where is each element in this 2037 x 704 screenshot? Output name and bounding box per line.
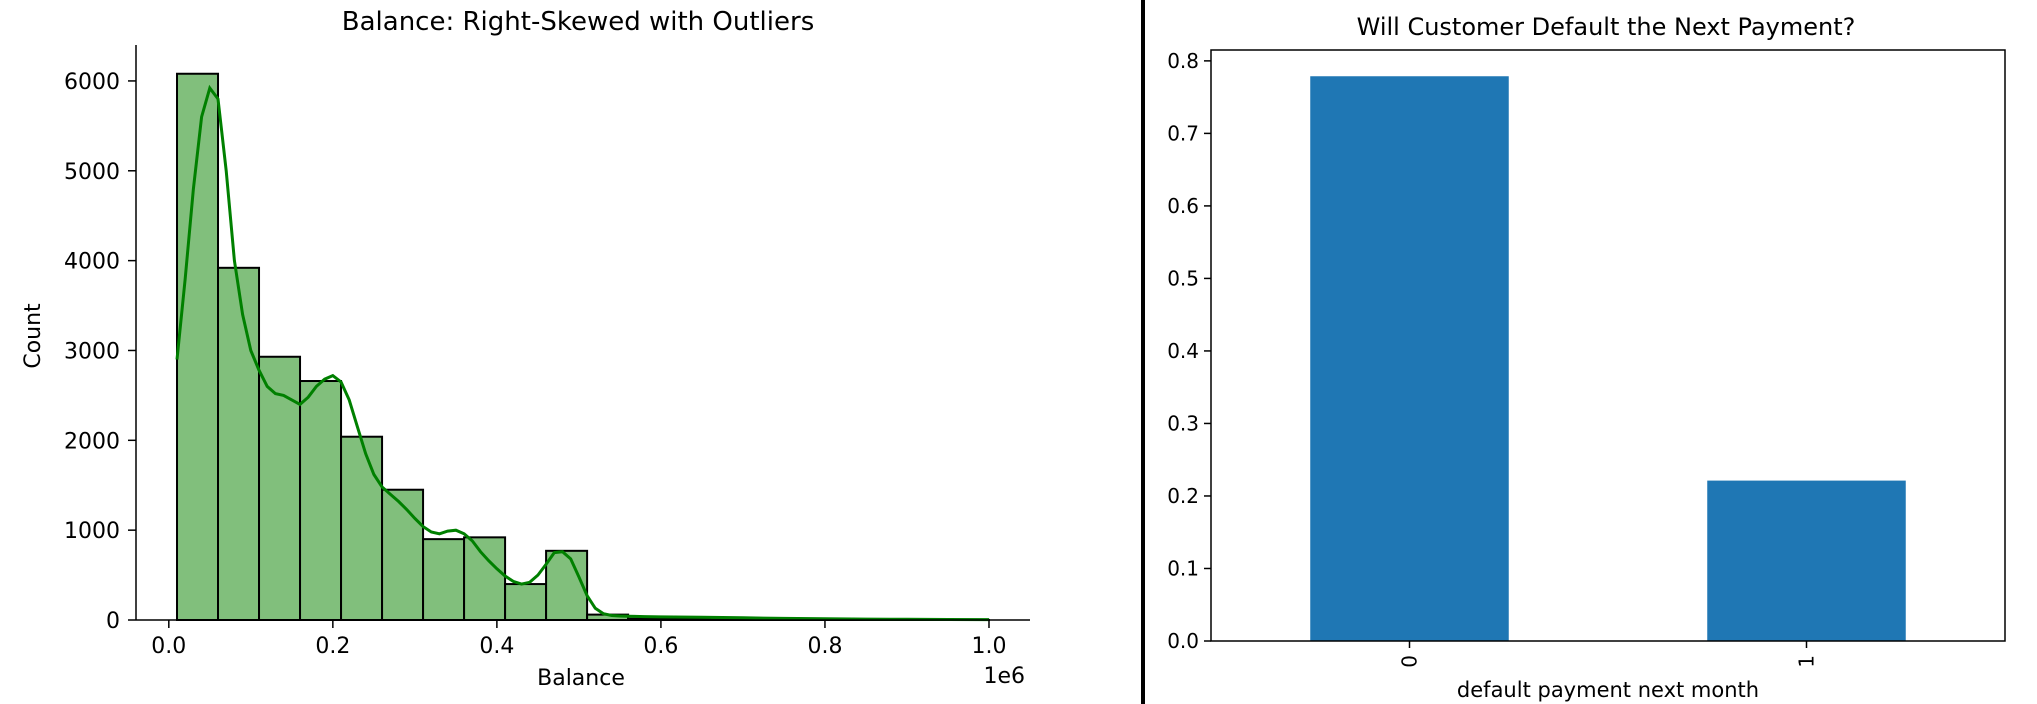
- histogram-bar-1: [217, 266, 261, 621]
- default-y-tick-label: 0.0: [1167, 629, 1199, 653]
- histogram-x-tick-label: 0.2: [315, 634, 350, 659]
- default-bar-1: [1707, 480, 1906, 641]
- default-x-axis-label: default payment next month: [1457, 678, 1759, 702]
- histogram-y-tick-label: 3000: [64, 339, 120, 364]
- histogram-x-tick-label: 0.8: [807, 634, 842, 659]
- histogram-bar-9: [545, 549, 589, 621]
- default-plot-frame: [1210, 49, 2006, 642]
- histogram-y-tick-label: 0: [106, 609, 120, 634]
- default-y-tick-label: 0.3: [1167, 411, 1199, 435]
- default-chart-title: Will Customer Default the Next Payment?: [1357, 13, 1856, 41]
- histogram-y-tick-label: 4000: [64, 250, 120, 275]
- default-y-tick-label: 0.4: [1167, 339, 1199, 363]
- default-y-tick-label: 0.6: [1167, 194, 1199, 218]
- histogram-y-tick-label: 6000: [64, 70, 120, 95]
- histogram-bar-2: [258, 355, 302, 621]
- histogram-bar-5: [381, 488, 425, 621]
- histogram-y-tick-label: 2000: [64, 429, 120, 454]
- default-bar-chart: Will Customer Default the Next Payment? …: [1167, 13, 2006, 702]
- default-y-tick-label: 0.8: [1167, 49, 1199, 73]
- histogram-x-ticks: 0.0 0.2 0.4 0.6 0.8 1.0: [151, 620, 1006, 659]
- histogram-bar-7: [463, 536, 507, 621]
- default-bars: [1310, 76, 1906, 641]
- default-x-tick-label: 1: [1795, 655, 1819, 668]
- histogram-bar-8: [504, 583, 548, 621]
- default-y-tick-label: 0.7: [1167, 121, 1199, 145]
- histogram-x-tick-label: 0.4: [479, 634, 514, 659]
- kde-curve: [175, 84, 990, 622]
- histogram-y-axis-label: Count: [21, 303, 46, 369]
- histogram-x-tick-label: 1.0: [971, 634, 1006, 659]
- histogram-x-tick-label: 0.0: [151, 634, 186, 659]
- histogram-x-tick-label: 0.6: [643, 634, 678, 659]
- default-y-tick-label: 0.5: [1167, 266, 1199, 290]
- histogram-y-tick-label: 1000: [64, 519, 120, 544]
- histogram-title: Balance: Right-Skewed with Outliers: [342, 7, 814, 37]
- default-y-tick-label: 0.2: [1167, 484, 1199, 508]
- default-bar-0: [1310, 76, 1509, 641]
- default-x-tick-label: 0: [1398, 655, 1422, 668]
- default-y-ticks: 0.0 0.1 0.2 0.3 0.4 0.5 0.6 0.7 0.8: [1167, 49, 1211, 653]
- histogram-bar-6: [422, 538, 466, 621]
- histogram-y-ticks: 0 1000 2000 3000 4000 5000 6000: [64, 70, 136, 634]
- histogram-chart: Balance: Right-Skewed with Outliers 0.0 0…: [21, 7, 1030, 691]
- default-y-tick-label: 0.1: [1167, 556, 1199, 580]
- histogram-x-axis-label: Balance: [537, 666, 625, 691]
- histogram-bar-3: [299, 380, 343, 621]
- histogram-y-tick-label: 5000: [64, 160, 120, 185]
- histogram-bar-4: [340, 435, 384, 621]
- histogram-x-offset-text: 1e6: [983, 664, 1025, 689]
